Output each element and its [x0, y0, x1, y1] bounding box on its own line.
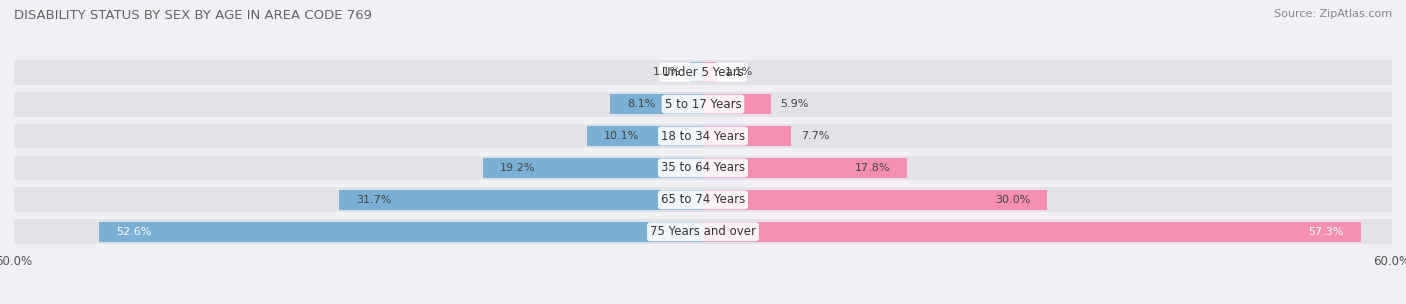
Bar — [14, 92, 1392, 117]
Bar — [703, 222, 1361, 242]
Text: DISABILITY STATUS BY SEX BY AGE IN AREA CODE 769: DISABILITY STATUS BY SEX BY AGE IN AREA … — [14, 9, 373, 22]
Text: 10.1%: 10.1% — [605, 131, 640, 141]
Bar — [703, 94, 770, 114]
Text: 8.1%: 8.1% — [627, 99, 655, 109]
Text: 19.2%: 19.2% — [499, 163, 536, 173]
Bar — [703, 62, 716, 82]
Text: 30.0%: 30.0% — [995, 195, 1031, 205]
Bar — [339, 190, 703, 210]
Text: 18 to 34 Years: 18 to 34 Years — [661, 130, 745, 143]
Bar — [610, 94, 703, 114]
Bar — [482, 158, 703, 178]
Bar — [14, 156, 1392, 180]
Text: 1.1%: 1.1% — [652, 67, 681, 77]
Bar — [14, 60, 1392, 85]
Text: 52.6%: 52.6% — [117, 227, 152, 237]
Bar — [703, 190, 1047, 210]
Text: 35 to 64 Years: 35 to 64 Years — [661, 161, 745, 174]
Text: 57.3%: 57.3% — [1309, 227, 1344, 237]
Text: Under 5 Years: Under 5 Years — [662, 66, 744, 79]
Bar — [14, 124, 1392, 148]
Bar — [703, 126, 792, 146]
Bar — [14, 187, 1392, 212]
Bar — [14, 219, 1392, 244]
Text: 7.7%: 7.7% — [800, 131, 830, 141]
Text: 1.1%: 1.1% — [725, 67, 754, 77]
Text: 5.9%: 5.9% — [780, 99, 808, 109]
Text: 65 to 74 Years: 65 to 74 Years — [661, 193, 745, 206]
Text: 31.7%: 31.7% — [356, 195, 392, 205]
Bar — [703, 158, 907, 178]
Legend: Male, Female: Male, Female — [633, 302, 773, 304]
Bar — [690, 62, 703, 82]
Text: 75 Years and over: 75 Years and over — [650, 225, 756, 238]
Text: 17.8%: 17.8% — [855, 163, 890, 173]
Bar — [588, 126, 703, 146]
Text: 5 to 17 Years: 5 to 17 Years — [665, 98, 741, 111]
Text: Source: ZipAtlas.com: Source: ZipAtlas.com — [1274, 9, 1392, 19]
Bar — [98, 222, 703, 242]
